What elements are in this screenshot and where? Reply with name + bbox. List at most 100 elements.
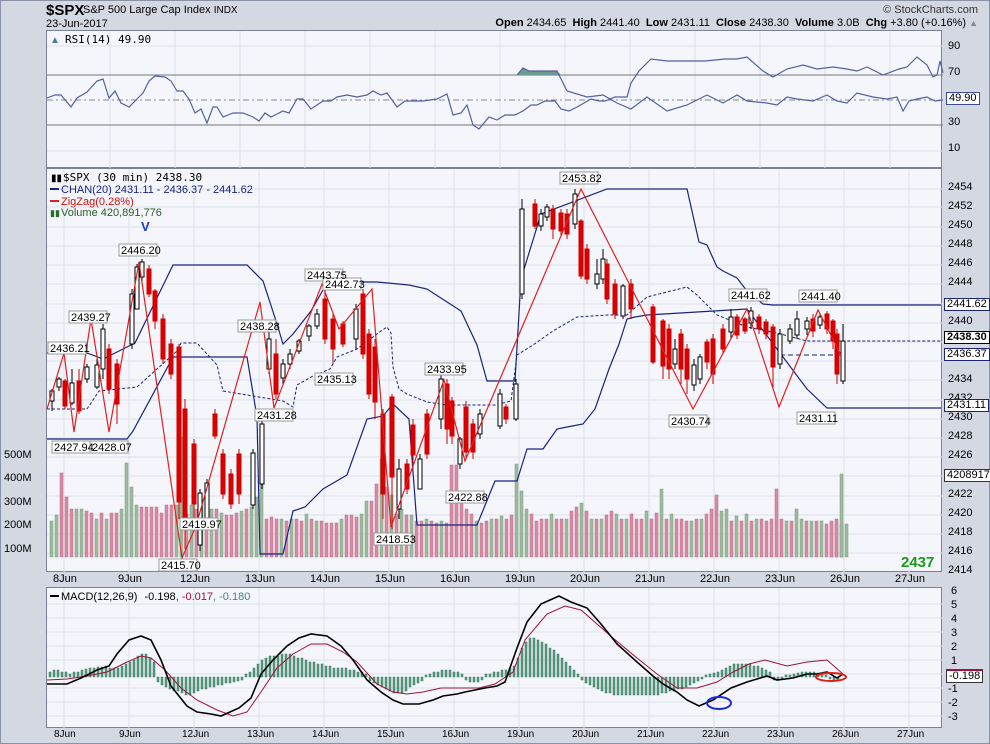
zigzag-label: 2436.21	[50, 343, 90, 355]
price-legend: $SPX (30 min) 2438.30	[63, 171, 202, 184]
zigzag-label: 2441.62	[731, 290, 771, 302]
x-label: 8Jun	[53, 573, 77, 585]
x-label: 14Jun	[312, 729, 340, 740]
zigzag-label: 2427.94	[54, 442, 94, 454]
price-tick: 2422	[948, 488, 973, 500]
volume-tick: 500M	[4, 449, 32, 461]
x-label: 8Jun	[54, 729, 76, 740]
price-tick: 2452	[948, 200, 973, 212]
channel-legend: CHAN(20) 2431.11 - 2436.37 - 2441.62	[61, 184, 253, 196]
zigzag-label: 2441.40	[801, 291, 841, 303]
x-label: 12Jun	[180, 573, 210, 585]
zigzag-label: 2453.82	[562, 173, 602, 185]
zigzag-label: 2415.70	[161, 560, 201, 572]
zigzag-label: 2438.28	[240, 321, 280, 333]
zigzag-line	[46, 187, 842, 561]
macd-line	[47, 595, 844, 717]
price-tick: 2430	[948, 411, 973, 423]
macd-tick: 5	[951, 599, 958, 611]
high-value: 2441.40	[600, 17, 640, 29]
svg-text:MACD(12,26,9) -0.198, -0: MACD(12,26,9) -0.198, -0.017, -0.180	[61, 591, 250, 603]
volume-tick: 200M	[4, 519, 32, 531]
quote-summary: Open 2434.65 High 2441.40 Low 2431.11 Cl…	[495, 17, 978, 29]
low-value: 2431.11	[670, 17, 710, 29]
volume-tag: 4208917	[944, 469, 990, 482]
up-arrow-icon: ▲	[969, 18, 978, 28]
x-label: 13Jun	[247, 729, 275, 740]
change-label: Chg	[865, 17, 888, 29]
open-value: 2434.65	[526, 17, 567, 29]
channel-mid-tag: 2436.37	[944, 348, 990, 361]
volume-value: 3.0B	[836, 17, 860, 29]
zigzag-label: 2422.88	[448, 492, 488, 504]
macd-signal-line	[46, 605, 844, 717]
x-label: 15Jun	[375, 573, 405, 585]
zigzag-label: 2419.97	[182, 519, 222, 531]
zigzag-label: 2431.28	[257, 410, 297, 422]
high-label: High	[572, 17, 597, 29]
price-tick: 2448	[948, 238, 973, 250]
x-label: 26Jun	[832, 729, 860, 740]
x-label: 26Jun	[830, 573, 860, 585]
rsi-tick: 10	[948, 142, 961, 154]
x-label: 23Jun	[765, 573, 795, 585]
x-label: 19Jun	[507, 729, 535, 740]
price-tick: 2434	[948, 373, 973, 385]
candle-icon: ▮▮	[51, 173, 62, 184]
rsi-tick: 70	[948, 66, 961, 78]
zigzag-label: 2442.73	[325, 279, 365, 291]
x-label: 14Jun	[310, 573, 340, 585]
symbol: $SPX	[46, 2, 85, 19]
macd-legend-signal: -0.017	[182, 591, 213, 603]
macd-tick: 3	[951, 627, 958, 639]
macd-tick: -2	[948, 697, 958, 709]
volume-icon: ▮▮	[50, 208, 60, 218]
volume-tick: 300M	[4, 496, 32, 508]
close-label: Close	[716, 17, 747, 29]
x-label: 21Jun	[635, 573, 665, 585]
rsi-plot: RSI(14) 49.90 ▲	[46, 31, 944, 169]
price-plot: 2436.21 2427.94 2439.27 2428.07 2446.20 …	[46, 169, 943, 573]
macd-panel: MACD(12,26,9) -0.198, -0.017, -0.180	[46, 587, 943, 729]
copyright: © StockCharts.com	[883, 4, 978, 16]
crossover-highlight-red	[815, 672, 847, 682]
price-tick: 2440	[948, 315, 973, 327]
x-label: 20Jun	[572, 729, 600, 740]
low-label: Low	[645, 17, 668, 29]
price-tick: 2446	[948, 257, 973, 269]
macd-plot: MACD(12,26,9) -0.198, -0.017, -0.180	[46, 588, 943, 729]
macd-tick: 6	[951, 585, 958, 597]
x-label: 15Jun	[377, 729, 405, 740]
zigzag-label: 2443.75	[307, 270, 347, 282]
macd-current-tag: -0.198	[946, 669, 984, 683]
macd-tick: -3	[948, 711, 958, 723]
last-close-tag: 2438.30	[944, 331, 990, 344]
price-panel: 2436.21 2427.94 2439.27 2428.07 2446.20 …	[46, 168, 943, 573]
zigzag-label: 2446.20	[121, 245, 161, 257]
x-label: 22Jun	[702, 729, 730, 740]
close-value: 2438.30	[749, 17, 789, 29]
zigzag-label: 2439.27	[71, 312, 111, 324]
channel-upper-tag: 2441.62	[944, 298, 990, 311]
price-tick: 2420	[948, 507, 973, 519]
zigzag-label: 2418.53	[376, 534, 416, 546]
rsi-icon: ▲	[50, 35, 60, 46]
price-tick: 2418	[948, 526, 973, 538]
x-label: 27Jun	[897, 729, 925, 740]
macd-legend-name: MACD(12,26,9)	[61, 591, 137, 603]
price-tick: 2426	[948, 449, 973, 461]
x-label: 16Jun	[442, 729, 470, 740]
x-label: 9Jun	[119, 729, 141, 740]
x-axis-bottom: 8Jun 9Jun 12Jun 13Jun 14Jun 15Jun 16Jun …	[46, 729, 942, 743]
x-label: 22Jun	[700, 573, 730, 585]
x-label: 9Jun	[118, 573, 142, 585]
volume-legend: Volume 420,891,776	[61, 207, 162, 219]
price-tick: 2416	[948, 545, 973, 557]
price-tick: 2454	[948, 181, 973, 193]
macd-legend-value: -0.198	[144, 591, 175, 603]
exchange: INDX	[213, 5, 238, 16]
price-tick: 2428	[948, 430, 973, 442]
open-label: Open	[495, 17, 524, 29]
x-label: 12Jun	[182, 729, 210, 740]
x-label: 21Jun	[637, 729, 665, 740]
